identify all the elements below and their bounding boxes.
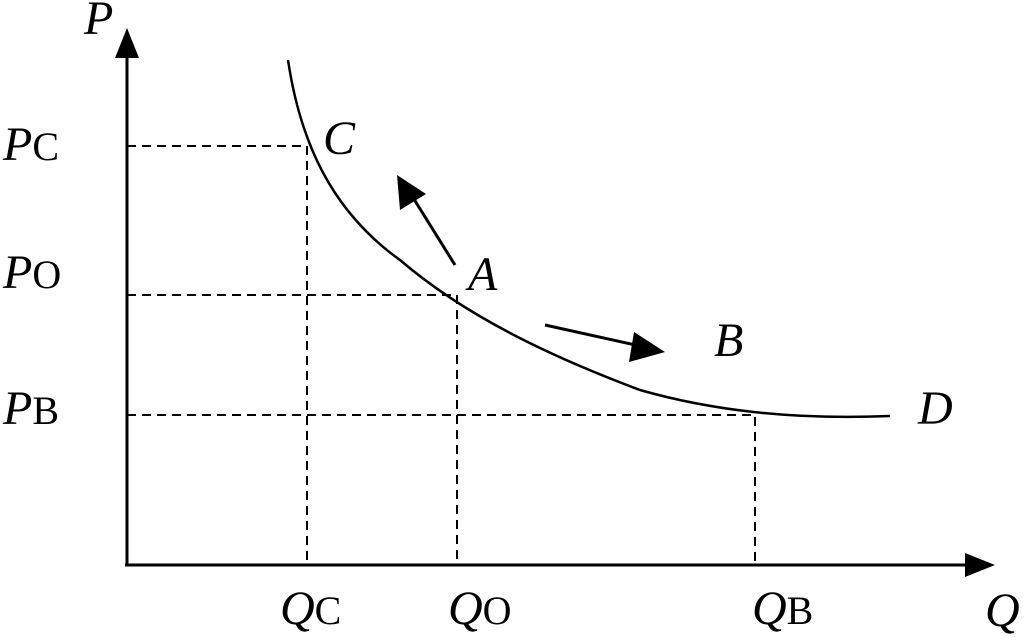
quantity-label-o: QO xyxy=(448,582,512,635)
guide-o xyxy=(127,294,458,565)
arrow-toward-b-line xyxy=(544,323,641,348)
point-label-b: B xyxy=(714,314,743,367)
arrow-toward-c-line xyxy=(410,195,457,266)
point-label-d: D xyxy=(917,382,953,435)
point-label-c: C xyxy=(323,112,356,165)
x-axis-label: Q xyxy=(985,584,1020,637)
x-axis-arrowhead xyxy=(965,553,995,577)
price-label-b: PB xyxy=(2,382,59,435)
y-axis-label: P xyxy=(83,0,113,45)
quantity-label-c: QC xyxy=(280,582,341,635)
price-label-c: PC xyxy=(2,118,59,171)
quantity-label-b: QB xyxy=(752,582,813,635)
demand-curve xyxy=(286,59,891,419)
point-label-a: A xyxy=(465,248,498,301)
price-label-o: PO xyxy=(2,246,61,299)
y-axis-arrowhead xyxy=(115,28,139,58)
guide-b xyxy=(127,414,756,565)
guide-c xyxy=(127,145,308,565)
arrow-toward-b-head xyxy=(629,332,665,362)
arrow-toward-c-head xyxy=(397,175,426,210)
